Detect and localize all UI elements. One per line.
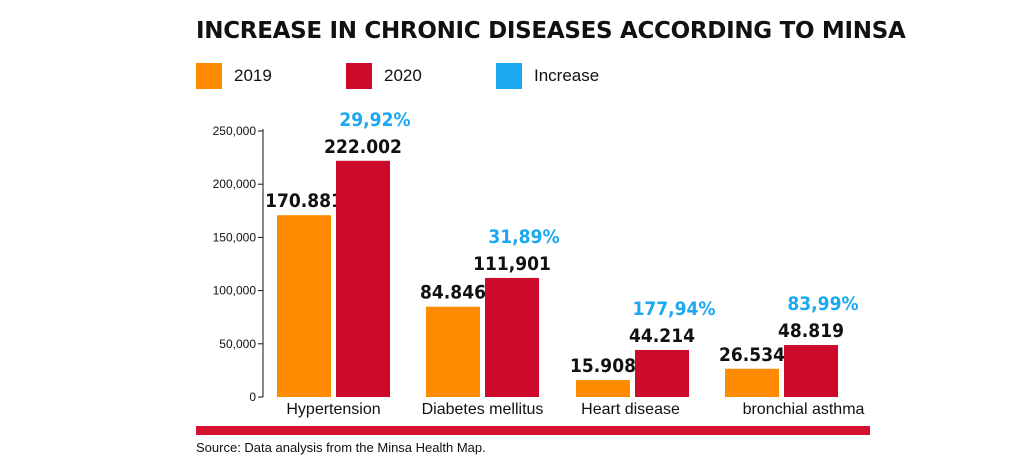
bottom-rule [196,426,870,435]
value-label-2020: 48.819 [778,320,844,342]
category-label: Hypertension [286,401,380,418]
y-tick-label: 200,000 [213,177,257,191]
legend-label-increase: Increase [534,66,600,85]
bar-2020 [485,277,539,397]
legend-label-2020: 2020 [384,66,422,85]
increase-label: 29,92% [339,109,410,131]
y-tick-label: 250,000 [213,124,257,138]
value-label-2019: 15.908 [570,355,636,377]
category-label: Heart disease [581,401,680,418]
category-label: Diabetes mellitus [422,401,544,418]
increase-label: 31,89% [488,226,559,248]
value-label-2020: 44.214 [629,325,695,347]
y-tick-label: 50,000 [219,337,256,351]
value-label-2020: 111,901 [473,253,551,275]
y-tick-label: 100,000 [213,284,257,298]
value-label-2019: 84.846 [420,282,486,304]
bar-2019 [576,380,630,397]
legend-item-2020: 2020 [346,62,422,90]
legend-swatch-2020 [346,63,372,89]
increase-label: 177,94% [632,298,715,320]
source-note: Source: Data analysis from the Minsa Hea… [196,440,486,455]
value-label-2019: 170.881 [265,190,343,212]
legend-swatch-increase [496,63,522,89]
legend-item-2019: 2019 [196,62,272,90]
value-label-2019: 26.534 [719,344,785,366]
increase-label: 83,99% [787,293,858,315]
bar-2020 [784,345,838,397]
value-label-2020: 222.002 [324,136,402,158]
y-tick-label: 150,000 [213,230,257,244]
bar-2019 [725,368,779,397]
chart-title: INCREASE IN CHRONIC DISEASES ACCORDING T… [196,18,906,44]
bar-2019 [277,215,331,397]
bar-2020 [336,160,390,397]
bar-2019 [426,306,480,397]
legend-label-2019: 2019 [234,66,272,85]
bar-2020 [635,349,689,397]
legend-item-increase: Increase [496,62,599,90]
y-tick-label: 0 [249,390,256,404]
legend-swatch-2019 [196,63,222,89]
category-label: bronchial asthma [743,401,865,418]
